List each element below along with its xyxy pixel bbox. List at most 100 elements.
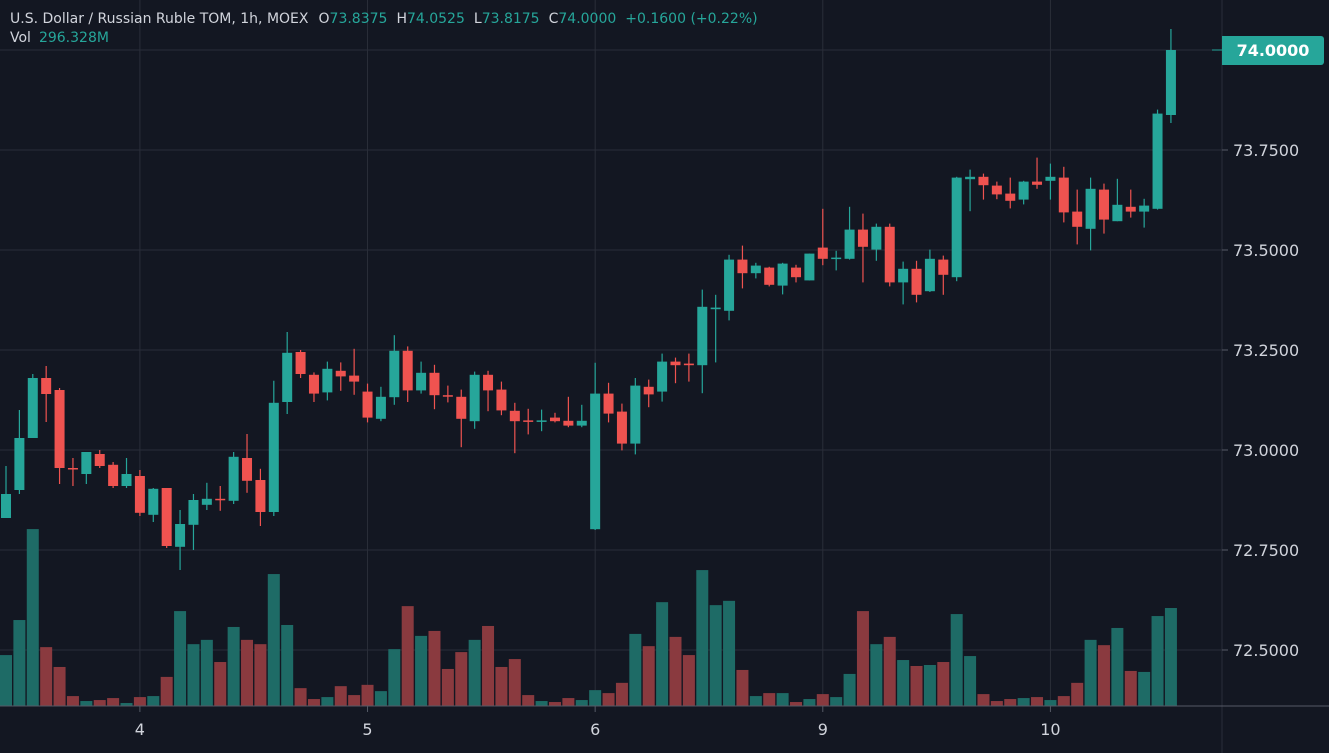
- price-tick-label: 72.5000: [1233, 641, 1299, 660]
- candle: [255, 468, 266, 526]
- candle-body: [657, 361, 668, 392]
- candle: [576, 404, 587, 428]
- volume-bar: [602, 693, 615, 706]
- volume-bar: [522, 695, 535, 706]
- volume-bar: [883, 636, 896, 706]
- candle-body: [322, 368, 333, 393]
- candle: [1125, 189, 1136, 218]
- candle-body: [389, 350, 400, 398]
- candle-body: [643, 386, 654, 395]
- symbol-title[interactable]: U.S. Dollar / Russian Ruble TOM, 1h, MOE…: [10, 11, 309, 27]
- candle: [791, 264, 802, 283]
- candle-body: [603, 393, 614, 414]
- volume-bar: [1138, 671, 1151, 706]
- volume-bar: [361, 684, 374, 706]
- candle: [831, 250, 842, 271]
- volume-bar: [1164, 608, 1177, 706]
- volume-bar: [923, 664, 936, 706]
- time-axis[interactable]: 4 5 6 9 10: [135, 706, 1061, 739]
- volume-bar: [1151, 616, 1164, 706]
- candle: [161, 488, 172, 548]
- candle: [14, 410, 25, 494]
- candle: [188, 494, 199, 550]
- volume-bar: [227, 626, 240, 706]
- candle-body: [898, 268, 909, 283]
- candle-body: [576, 420, 587, 426]
- candle-body: [14, 438, 25, 490]
- volume-bar: [93, 700, 106, 706]
- volume-bar: [937, 662, 950, 706]
- volume-bar: [548, 702, 561, 706]
- candle: [442, 385, 453, 403]
- last-price-badge: 74.0000: [1222, 36, 1324, 65]
- candle-body: [1018, 181, 1029, 200]
- volume-bar: [656, 602, 669, 706]
- volume-bar: [790, 702, 803, 706]
- volume-label[interactable]: Vol: [10, 30, 31, 46]
- volume-bar: [589, 690, 602, 706]
- candle-body: [402, 350, 413, 391]
- close-value: 74.0000: [558, 11, 617, 27]
- candle: [349, 348, 360, 395]
- candle: [590, 362, 601, 530]
- candle-body: [349, 375, 360, 382]
- candle-body: [777, 263, 788, 286]
- candle-body: [188, 500, 199, 525]
- open-label: O: [318, 11, 330, 27]
- candle: [295, 350, 306, 378]
- candle-body: [148, 488, 159, 515]
- candle: [121, 458, 132, 488]
- volume-bar: [736, 669, 749, 706]
- volume-bar: [468, 639, 481, 706]
- volume-bar: [455, 652, 468, 706]
- candle-body: [523, 420, 534, 422]
- candle: [1139, 198, 1150, 228]
- volume-bar: [307, 699, 320, 706]
- candle-body: [590, 393, 601, 530]
- candle-body: [670, 361, 681, 366]
- candle: [1112, 178, 1123, 222]
- volume-bar: [441, 668, 454, 706]
- candle-body: [1058, 177, 1069, 213]
- volume-bar: [990, 701, 1003, 706]
- candle: [697, 289, 708, 394]
- candle: [134, 470, 145, 516]
- volume-bar: [428, 630, 441, 706]
- candle: [215, 486, 226, 511]
- candle-body: [737, 259, 748, 274]
- volume-bar: [107, 698, 120, 706]
- volume-bar: [1097, 645, 1110, 706]
- candle-body: [697, 306, 708, 366]
- candle-body: [335, 370, 346, 377]
- candle: [616, 403, 627, 451]
- volume-bar: [267, 574, 280, 706]
- price-axis[interactable]: 73.7500 73.5000 73.2500 73.0000 72.7500 72.50…: [1212, 49, 1299, 660]
- candle: [536, 409, 547, 432]
- price-tick-label: 73.5000: [1233, 241, 1299, 260]
- candle-body: [831, 257, 842, 260]
- candle: [710, 294, 721, 363]
- candle: [81, 452, 92, 484]
- candle-body: [456, 396, 467, 419]
- candle: [67, 458, 78, 486]
- candle-body: [41, 378, 52, 394]
- volume-bar: [187, 644, 200, 706]
- candle-body: [362, 391, 373, 418]
- candle: [268, 380, 279, 516]
- candle-body: [791, 267, 802, 278]
- candle: [416, 361, 427, 394]
- volume-bar: [1004, 699, 1017, 706]
- candle-body: [991, 185, 1002, 195]
- candle-body: [1, 494, 11, 518]
- volume-bar: [856, 611, 869, 706]
- candle-body: [27, 378, 38, 438]
- volume-bar: [0, 655, 12, 706]
- candle: [402, 346, 413, 402]
- candle: [563, 396, 574, 428]
- volume-row: Vol 296.328M: [10, 29, 767, 48]
- time-tick-label: 6: [590, 720, 600, 739]
- volume-bar: [830, 697, 843, 706]
- time-tick-label: 5: [362, 720, 372, 739]
- candle-body: [911, 268, 922, 295]
